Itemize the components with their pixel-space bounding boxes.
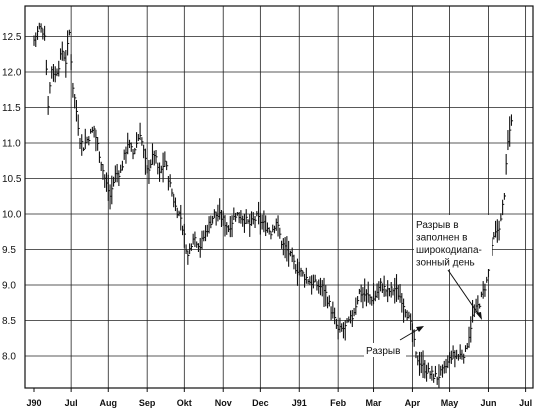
x-tick-label: Jun xyxy=(480,398,496,408)
y-tick-label: 11.0 xyxy=(2,139,21,150)
x-axis-ticks: J90 Jul Aug Sep Okt Nov Dec J91 Feb Mar Apr May Jun J… xyxy=(26,388,532,408)
x-tick-label: Sep xyxy=(139,398,156,408)
y-tick-label: 8.5 xyxy=(2,316,16,327)
plot-frame xyxy=(24,5,534,389)
x-tick-label: J90 xyxy=(26,398,41,408)
x-tick-label: Jul xyxy=(519,398,532,408)
filled-gap-label-bg xyxy=(414,215,492,269)
gap-annotation: Разрыв xyxy=(364,326,424,357)
y-tick-label: 12.5 xyxy=(2,32,22,43)
y-tick-label: 10.5 xyxy=(2,174,22,185)
filled-gap-label: Разрыв в заполнен в широкодиапа-зонный ден… xyxy=(416,220,482,269)
gap-label-bg xyxy=(364,343,406,357)
y-tick-label: 8.0 xyxy=(2,352,16,363)
gap-label: Разрыв xyxy=(366,346,400,357)
x-tick-label: Apr xyxy=(405,398,421,408)
filled-gap-arrow-head xyxy=(476,312,482,320)
filled-gap-label-line: заполнен в xyxy=(416,233,467,244)
filled-gap-label-line: широкодиапа- xyxy=(416,245,482,256)
y-tick-label: 10.0 xyxy=(2,210,22,221)
y-tick-label: 11.5 xyxy=(2,103,21,114)
gap-arrow-head xyxy=(416,326,424,332)
y-axis-ticks: 8.0 8.5 9.0 9.5 10.0 10.5 11.0 11.5 12.0 12.5 xyxy=(2,32,22,363)
filled-gap-annotation: Разрыв в заполнен в широкодиапа-зонный ден… xyxy=(414,215,492,320)
x-tick-label: Feb xyxy=(330,398,347,408)
price-bars xyxy=(33,22,514,389)
x-tick-label: J91 xyxy=(292,398,307,408)
x-tick-label: Mar xyxy=(366,398,383,408)
x-tick-label: Dec xyxy=(252,398,269,408)
x-tick-label: Nov xyxy=(215,398,232,408)
filled-gap-arrow-line xyxy=(447,269,482,319)
y-tick-label: 9.0 xyxy=(2,281,16,292)
x-tick-label: Aug xyxy=(100,398,118,408)
y-tick-label: 12.0 xyxy=(2,68,22,79)
x-tick-label: May xyxy=(441,398,459,408)
x-tick-label: Okt xyxy=(177,398,192,408)
filled-gap-label-line: Разрыв в xyxy=(416,220,459,231)
grid xyxy=(25,6,533,388)
filled-gap-label-line: зонный день xyxy=(416,258,475,269)
y-tick-label: 9.5 xyxy=(2,245,16,256)
x-tick-label: Jul xyxy=(65,398,78,408)
